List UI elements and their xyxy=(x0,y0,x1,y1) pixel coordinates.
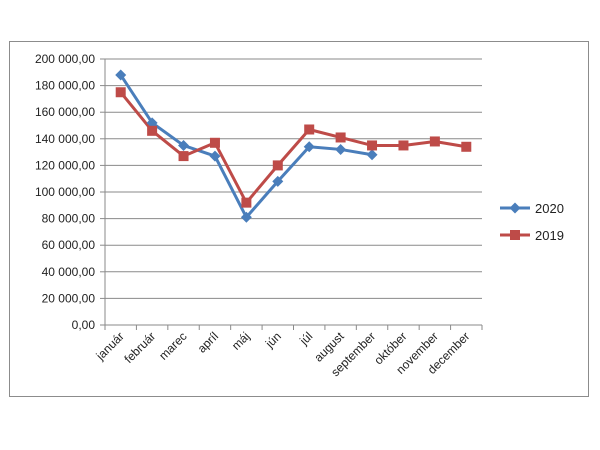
x-tick-label: január xyxy=(93,329,127,363)
series-lines xyxy=(115,69,472,223)
data-point-2020 xyxy=(146,117,158,129)
y-tick-label: 20 000,00 xyxy=(42,291,96,305)
data-point-2019 xyxy=(367,140,378,151)
y-tick-label: 160 000,00 xyxy=(35,105,95,119)
data-point-2019 xyxy=(335,132,346,143)
series-line-2020 xyxy=(119,74,373,219)
data-point-2020 xyxy=(115,69,127,81)
y-tick-label: 100 000,00 xyxy=(35,185,95,199)
y-tick-label: 180 000,00 xyxy=(35,79,95,93)
x-tick-label: jún xyxy=(262,329,284,351)
legend-marker-2019 xyxy=(510,230,520,240)
x-tick-label: máj xyxy=(229,329,253,353)
data-point-2020 xyxy=(272,175,284,187)
data-point-2019 xyxy=(398,140,409,151)
legend-label: 2020 xyxy=(535,201,564,216)
data-point-2019 xyxy=(209,137,220,148)
y-tick-label: 40 000,00 xyxy=(42,265,96,279)
data-point-2020 xyxy=(178,139,190,151)
legend-label: 2019 xyxy=(535,228,564,243)
axes: 0,00 20 000,00 40 000,00 60 000,00 80 000,00… xyxy=(35,52,483,379)
x-tick-label: apríl xyxy=(195,329,221,355)
data-point-2019 xyxy=(272,160,283,171)
data-point-2020 xyxy=(209,150,221,162)
legend-marker-2020 xyxy=(509,202,521,214)
y-tick-label: 140 000,00 xyxy=(35,132,95,146)
data-point-2020 xyxy=(335,143,347,155)
x-tick-label: február xyxy=(121,329,158,366)
data-point-2019 xyxy=(461,141,472,152)
data-point-2019 xyxy=(304,124,315,135)
data-point-2020 xyxy=(366,149,378,161)
data-point-2020 xyxy=(240,211,252,223)
data-point-2019 xyxy=(178,151,189,162)
y-tick-label: 120 000,00 xyxy=(35,158,95,172)
x-tick-label: marec xyxy=(156,329,189,362)
gridlines xyxy=(105,58,482,299)
x-tick-label: júl xyxy=(296,329,315,348)
data-point-2019 xyxy=(115,87,126,98)
series-line-2019 xyxy=(119,91,467,205)
legend: 2020 2019 xyxy=(500,201,564,243)
y-tick-label: 0,00 xyxy=(72,318,96,332)
data-point-2019 xyxy=(241,197,252,208)
data-point-2020 xyxy=(303,141,315,153)
data-point-2019 xyxy=(429,136,440,147)
y-tick-label: 200 000,00 xyxy=(35,52,95,66)
y-tick-label: 60 000,00 xyxy=(42,238,96,252)
data-point-2019 xyxy=(147,125,158,136)
y-tick-label: 80 000,00 xyxy=(42,212,96,226)
